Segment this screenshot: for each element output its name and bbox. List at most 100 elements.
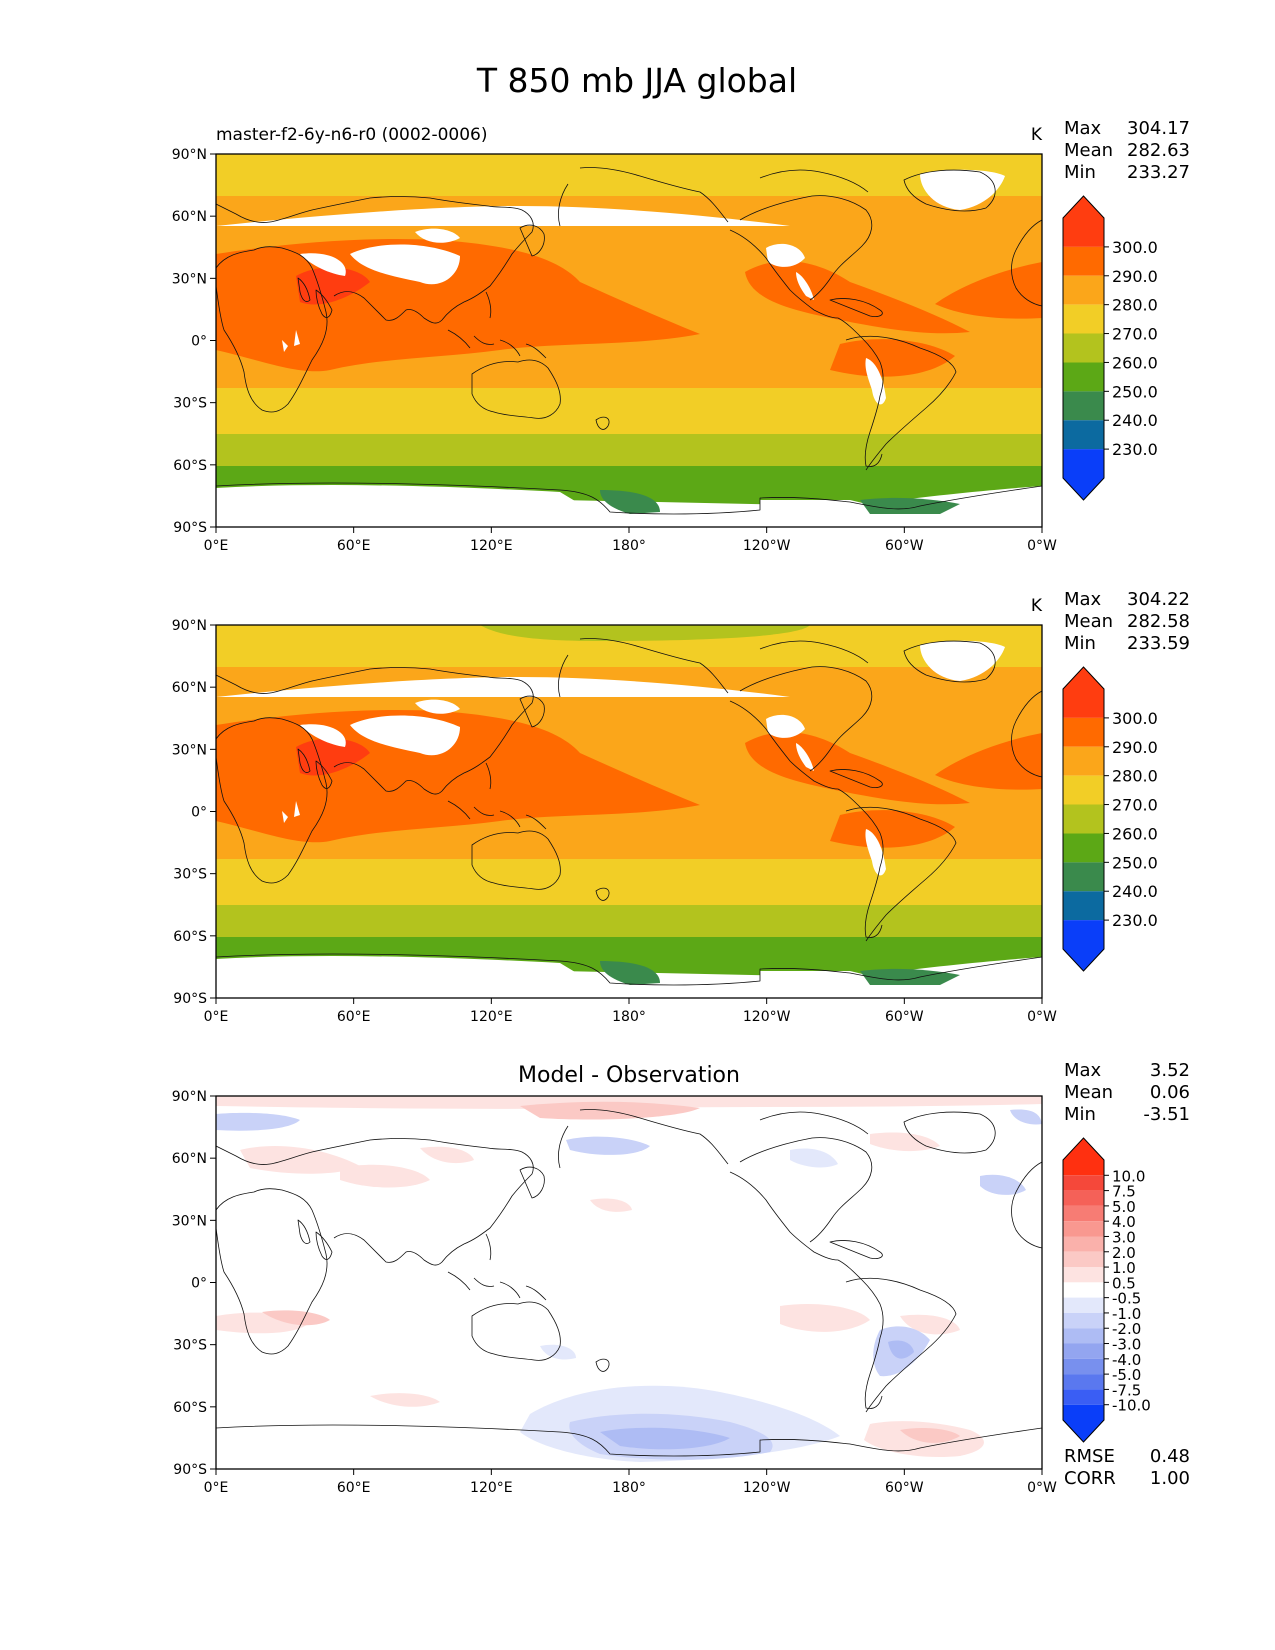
panel-2-map	[216, 625, 1042, 998]
stat-min-label: Min	[1064, 633, 1096, 654]
colorbar-label: 3.0	[1112, 1228, 1136, 1246]
x-tick-label: 0°E	[204, 1480, 229, 1496]
colorbar-label: -7.5	[1112, 1381, 1141, 1399]
colorbar-segment	[1063, 920, 1104, 971]
colorbar-segment	[1063, 1251, 1104, 1268]
colorbar-segment	[1063, 420, 1104, 450]
panel-1-stats: Max Mean Min 304.17 282.63 233.27	[1064, 118, 1190, 183]
stat-min-value: -3.51	[1143, 1104, 1190, 1125]
colorbar-label: 300.0	[1112, 709, 1158, 728]
colorbar-segment	[1063, 333, 1104, 363]
panel-2-colorbar: 300.0 290.0 280.0 270.0 260.0 250.0 240.0 230.0	[1062, 666, 1158, 972]
colorbar-outline	[1062, 1137, 1105, 1443]
panel-2-stats: Max Mean Min 304.22 282.58 233.59	[1064, 589, 1190, 654]
x-tick-label: 60°E	[337, 538, 371, 554]
colorbar-label: -3.0	[1112, 1336, 1141, 1354]
panel-1-axes: 0°E 60°E 120°E 180° 120°W 60°W 0°W 90°N 60°N 30°N…	[172, 147, 1057, 554]
stat-mean-value: 0.06	[1150, 1082, 1190, 1103]
colorbar-label: 4.0	[1112, 1213, 1136, 1231]
y-tick-label: 90°S	[173, 1462, 207, 1478]
colorbar-segment	[1063, 391, 1104, 421]
colorbar-label: 5.0	[1112, 1198, 1136, 1216]
colorbar-label: 290.0	[1112, 738, 1158, 757]
y-tick-label: 60°N	[172, 680, 207, 696]
colorbar-label: 230.0	[1112, 440, 1158, 459]
y-tick-label: 0°	[191, 334, 207, 350]
colorbar-label: -0.5	[1112, 1290, 1141, 1308]
colorbar-segment	[1063, 246, 1104, 276]
colorbar-label: 300.0	[1112, 238, 1158, 257]
colorbar-segment	[1063, 1282, 1104, 1298]
colorbar-segment	[1063, 362, 1104, 392]
x-tick-label: 180°	[612, 1009, 646, 1025]
stat-max-value: 304.22	[1127, 589, 1190, 610]
x-tick-label: 0°W	[1027, 1009, 1057, 1025]
x-tick-label: 180°	[612, 1480, 646, 1496]
stat-max-label: Max	[1064, 118, 1102, 139]
colorbar-segment	[1063, 1221, 1104, 1237]
x-tick-label: 60°E	[337, 1480, 371, 1496]
colorbar-label: -4.0	[1112, 1351, 1141, 1369]
x-tick-label: 0°E	[204, 1009, 229, 1025]
corr-label: CORR	[1064, 1468, 1116, 1489]
colorbar-segment	[1063, 1358, 1104, 1375]
y-tick-label: 30°S	[173, 1338, 207, 1354]
panel-1-label: master-f2-6y-n6-r0 (0002-0006)	[216, 125, 488, 145]
colorbar-segment	[1063, 833, 1104, 863]
colorbar-segment	[1063, 1328, 1104, 1344]
stat-max-label: Max	[1064, 589, 1102, 610]
x-tick-label: 120°W	[743, 538, 791, 554]
stat-max-value: 304.17	[1127, 118, 1190, 139]
stat-mean-value: 282.58	[1127, 611, 1190, 632]
colorbar-segment	[1063, 196, 1104, 247]
x-tick-label: 60°W	[885, 538, 924, 554]
colorbar-segment	[1063, 804, 1104, 834]
colorbar-segment	[1063, 1404, 1104, 1442]
colorbar-segment	[1063, 667, 1104, 718]
colorbar-label: -10.0	[1112, 1397, 1151, 1415]
colorbar-segment	[1063, 717, 1104, 747]
y-tick-label: 90°S	[173, 520, 207, 536]
stat-mean-label: Mean	[1064, 140, 1113, 161]
colorbar-label: 270.0	[1112, 796, 1158, 815]
stat-max-label: Max	[1064, 1060, 1102, 1081]
colorbar-label: 240.0	[1112, 882, 1158, 901]
colorbar-segment	[1063, 449, 1104, 500]
stat-min-value: 233.27	[1127, 162, 1190, 183]
colorbar-segment	[1063, 275, 1104, 305]
colorbar-segment	[1063, 1138, 1104, 1176]
panel-test: master-f2-6y-n6-r0 (0002-0006) K 0°E 60°E…	[172, 118, 1190, 554]
stat-mean-label: Mean	[1064, 1082, 1113, 1103]
rmse-label: RMSE	[1064, 1446, 1115, 1467]
panel-3-stats: Max Mean Min 3.52 0.06 -3.51 RMSE CORR 0…	[1064, 1060, 1190, 1489]
colorbar-label: 270.0	[1112, 325, 1158, 344]
colorbar-outline	[1062, 666, 1105, 972]
colorbar-label: 230.0	[1112, 911, 1158, 930]
colorbar-segment	[1063, 1312, 1104, 1329]
y-tick-label: 30°N	[172, 271, 207, 287]
colorbar-outline	[1062, 195, 1105, 501]
panel-2-units: K	[1031, 596, 1043, 616]
stat-mean-value: 282.63	[1127, 140, 1190, 161]
y-tick-label: 60°N	[172, 209, 207, 225]
colorbar-label: 280.0	[1112, 767, 1158, 786]
colorbar-label: 260.0	[1112, 824, 1158, 843]
colorbar-label: 280.0	[1112, 296, 1158, 315]
stat-min-label: Min	[1064, 162, 1096, 183]
colorbar-segment	[1063, 304, 1104, 334]
stat-min-label: Min	[1064, 1104, 1096, 1125]
x-tick-label: 180°	[612, 538, 646, 554]
y-tick-label: 60°S	[173, 929, 207, 945]
colorbar-segment	[1063, 1190, 1104, 1206]
colorbar-label: 250.0	[1112, 853, 1158, 872]
x-tick-label: 120°W	[743, 1009, 791, 1025]
colorbar-segment	[1063, 775, 1104, 805]
x-tick-label: 0°W	[1027, 538, 1057, 554]
colorbar-segment	[1063, 1343, 1104, 1359]
y-tick-label: 90°N	[172, 147, 207, 163]
rmse-value: 0.48	[1150, 1446, 1190, 1467]
colorbar-label: 290.0	[1112, 267, 1158, 286]
colorbar-segment	[1063, 1205, 1104, 1222]
colorbar-label: 10.0	[1112, 1167, 1145, 1185]
colorbar-label: 260.0	[1112, 353, 1158, 372]
